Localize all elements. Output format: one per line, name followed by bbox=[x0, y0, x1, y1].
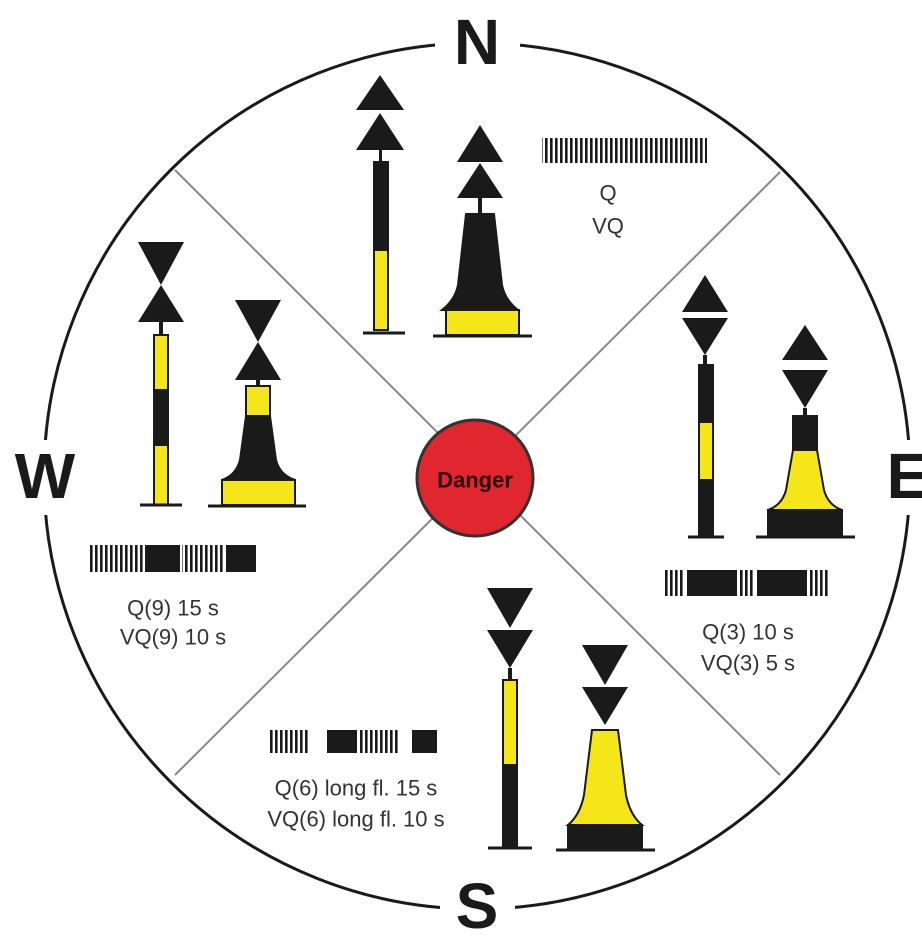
west-marks bbox=[90, 242, 306, 572]
letter-bg bbox=[440, 870, 515, 938]
shape bbox=[153, 389, 169, 446]
north-light-vq: VQ bbox=[592, 214, 624, 239]
shape bbox=[757, 570, 807, 596]
shape bbox=[582, 645, 628, 685]
shape bbox=[221, 415, 296, 481]
west-light-vq: VQ(9) 10 s bbox=[120, 625, 226, 650]
shape bbox=[698, 479, 714, 536]
shape bbox=[567, 824, 643, 849]
shape bbox=[792, 415, 818, 451]
north-marks bbox=[356, 75, 707, 338]
shape bbox=[235, 300, 281, 342]
shape bbox=[703, 355, 707, 365]
shape bbox=[687, 570, 737, 596]
shape bbox=[767, 449, 843, 511]
east-light-vq: VQ(3) 5 s bbox=[701, 651, 795, 676]
shape bbox=[508, 668, 512, 680]
shape bbox=[182, 545, 224, 572]
east-light-q: Q(3) 10 s bbox=[702, 620, 794, 645]
shape bbox=[270, 730, 310, 753]
letter-bg bbox=[880, 440, 922, 515]
shape bbox=[235, 342, 281, 380]
shape bbox=[478, 198, 482, 214]
shape bbox=[256, 380, 260, 386]
danger-circle bbox=[415, 418, 535, 538]
shape bbox=[457, 125, 503, 162]
shape bbox=[412, 730, 437, 753]
shape bbox=[373, 161, 389, 251]
shape bbox=[782, 370, 828, 408]
shape bbox=[138, 242, 184, 285]
shape bbox=[373, 249, 389, 331]
south-light-q: Q(6) long fl. 15 s bbox=[275, 776, 438, 801]
shape bbox=[542, 138, 707, 163]
north-light-q: Q bbox=[599, 181, 616, 206]
shape bbox=[439, 213, 521, 311]
shape bbox=[145, 545, 180, 572]
shape bbox=[487, 588, 533, 628]
shape bbox=[502, 764, 518, 849]
shape bbox=[221, 479, 296, 506]
shape bbox=[502, 679, 518, 766]
shape bbox=[457, 163, 503, 198]
west-light-q: Q(9) 15 s bbox=[127, 596, 219, 621]
shape bbox=[782, 325, 828, 360]
shape bbox=[90, 545, 143, 572]
shape bbox=[810, 570, 830, 596]
shape bbox=[665, 570, 685, 596]
east-label: E bbox=[887, 440, 922, 512]
shape bbox=[379, 150, 382, 162]
west-label: W bbox=[15, 440, 76, 512]
shape bbox=[226, 545, 256, 572]
south-marks bbox=[270, 588, 655, 852]
shape bbox=[698, 421, 714, 481]
shape bbox=[327, 730, 357, 753]
shape bbox=[153, 334, 169, 391]
shape bbox=[153, 444, 169, 506]
shape bbox=[740, 570, 755, 596]
danger-label: Danger bbox=[437, 468, 513, 493]
shape bbox=[138, 285, 184, 322]
shape bbox=[245, 385, 271, 417]
shape bbox=[159, 322, 163, 335]
south-light-vq: VQ(6) long fl. 10 s bbox=[267, 807, 444, 832]
shape bbox=[582, 687, 628, 725]
south-label: S bbox=[456, 870, 499, 938]
shape bbox=[445, 309, 520, 336]
shape bbox=[356, 75, 404, 110]
shape bbox=[356, 113, 404, 150]
shape bbox=[803, 408, 807, 416]
shape bbox=[487, 630, 533, 668]
shape bbox=[565, 729, 645, 826]
shape bbox=[767, 509, 843, 536]
letter-bg bbox=[5, 440, 85, 515]
east-marks bbox=[665, 275, 855, 596]
shape bbox=[682, 275, 728, 312]
shape bbox=[682, 318, 728, 355]
north-label: N bbox=[454, 6, 500, 78]
shape bbox=[698, 364, 714, 423]
letter-bg bbox=[435, 5, 520, 80]
shape bbox=[360, 730, 398, 753]
